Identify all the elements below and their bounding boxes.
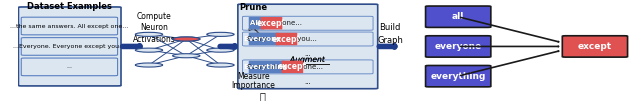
- Text: 📏: 📏: [260, 92, 266, 101]
- Text: except: except: [278, 62, 307, 71]
- Circle shape: [207, 48, 234, 52]
- Text: ...the same answers. All except one...: ...the same answers. All except one...: [10, 24, 129, 28]
- FancyBboxPatch shape: [21, 58, 118, 76]
- FancyBboxPatch shape: [426, 65, 491, 87]
- Text: Everything: Everything: [247, 64, 287, 70]
- Text: ...Everyone. Everyone except you...: ...Everyone. Everyone except you...: [13, 44, 125, 49]
- Circle shape: [135, 48, 163, 52]
- Circle shape: [207, 63, 234, 67]
- Text: Compute: Compute: [136, 12, 172, 21]
- Text: Everyone: Everyone: [246, 36, 282, 42]
- FancyBboxPatch shape: [21, 17, 118, 35]
- Text: one...: one...: [301, 64, 323, 70]
- Text: ✂: ✂: [245, 21, 262, 39]
- Text: Measure: Measure: [237, 72, 269, 81]
- FancyBboxPatch shape: [260, 17, 282, 29]
- FancyBboxPatch shape: [249, 33, 279, 45]
- Text: Build: Build: [380, 23, 401, 32]
- Text: Everything: Everything: [244, 64, 290, 70]
- Circle shape: [135, 32, 163, 36]
- Circle shape: [173, 54, 200, 58]
- Text: Augment: Augment: [290, 55, 325, 64]
- Text: All: All: [250, 20, 263, 26]
- Text: Activations: Activations: [132, 35, 175, 44]
- FancyBboxPatch shape: [21, 38, 118, 55]
- FancyBboxPatch shape: [563, 36, 628, 57]
- FancyBboxPatch shape: [282, 61, 303, 73]
- Circle shape: [173, 37, 200, 41]
- Text: ...: ...: [67, 64, 72, 69]
- Text: except: except: [578, 42, 612, 51]
- Text: Everyone: Everyone: [244, 36, 284, 42]
- Text: except: except: [257, 19, 286, 28]
- FancyBboxPatch shape: [238, 4, 378, 89]
- FancyBboxPatch shape: [243, 60, 373, 74]
- Text: ...: ...: [305, 51, 311, 57]
- Text: ...: ...: [305, 79, 311, 85]
- Text: Dataset Examples: Dataset Examples: [27, 2, 112, 11]
- Text: one...: one...: [280, 20, 302, 26]
- FancyBboxPatch shape: [243, 16, 373, 30]
- FancyBboxPatch shape: [276, 33, 297, 45]
- FancyBboxPatch shape: [19, 7, 121, 86]
- FancyBboxPatch shape: [249, 61, 285, 73]
- FancyBboxPatch shape: [426, 6, 491, 27]
- Text: everyone: everyone: [435, 42, 482, 51]
- Circle shape: [207, 32, 234, 36]
- Circle shape: [135, 63, 163, 67]
- Text: Importance: Importance: [232, 81, 275, 90]
- Text: All: All: [251, 20, 262, 26]
- Text: everything: everything: [431, 72, 486, 81]
- Text: except: except: [272, 35, 301, 44]
- Text: Neuron: Neuron: [140, 23, 168, 32]
- Text: Graph: Graph: [377, 36, 403, 45]
- Text: all: all: [452, 12, 465, 21]
- FancyBboxPatch shape: [426, 36, 491, 57]
- Circle shape: [173, 37, 200, 41]
- Text: Prune: Prune: [239, 3, 268, 12]
- FancyBboxPatch shape: [243, 32, 373, 46]
- Text: you...: you...: [295, 36, 317, 42]
- FancyBboxPatch shape: [249, 17, 264, 29]
